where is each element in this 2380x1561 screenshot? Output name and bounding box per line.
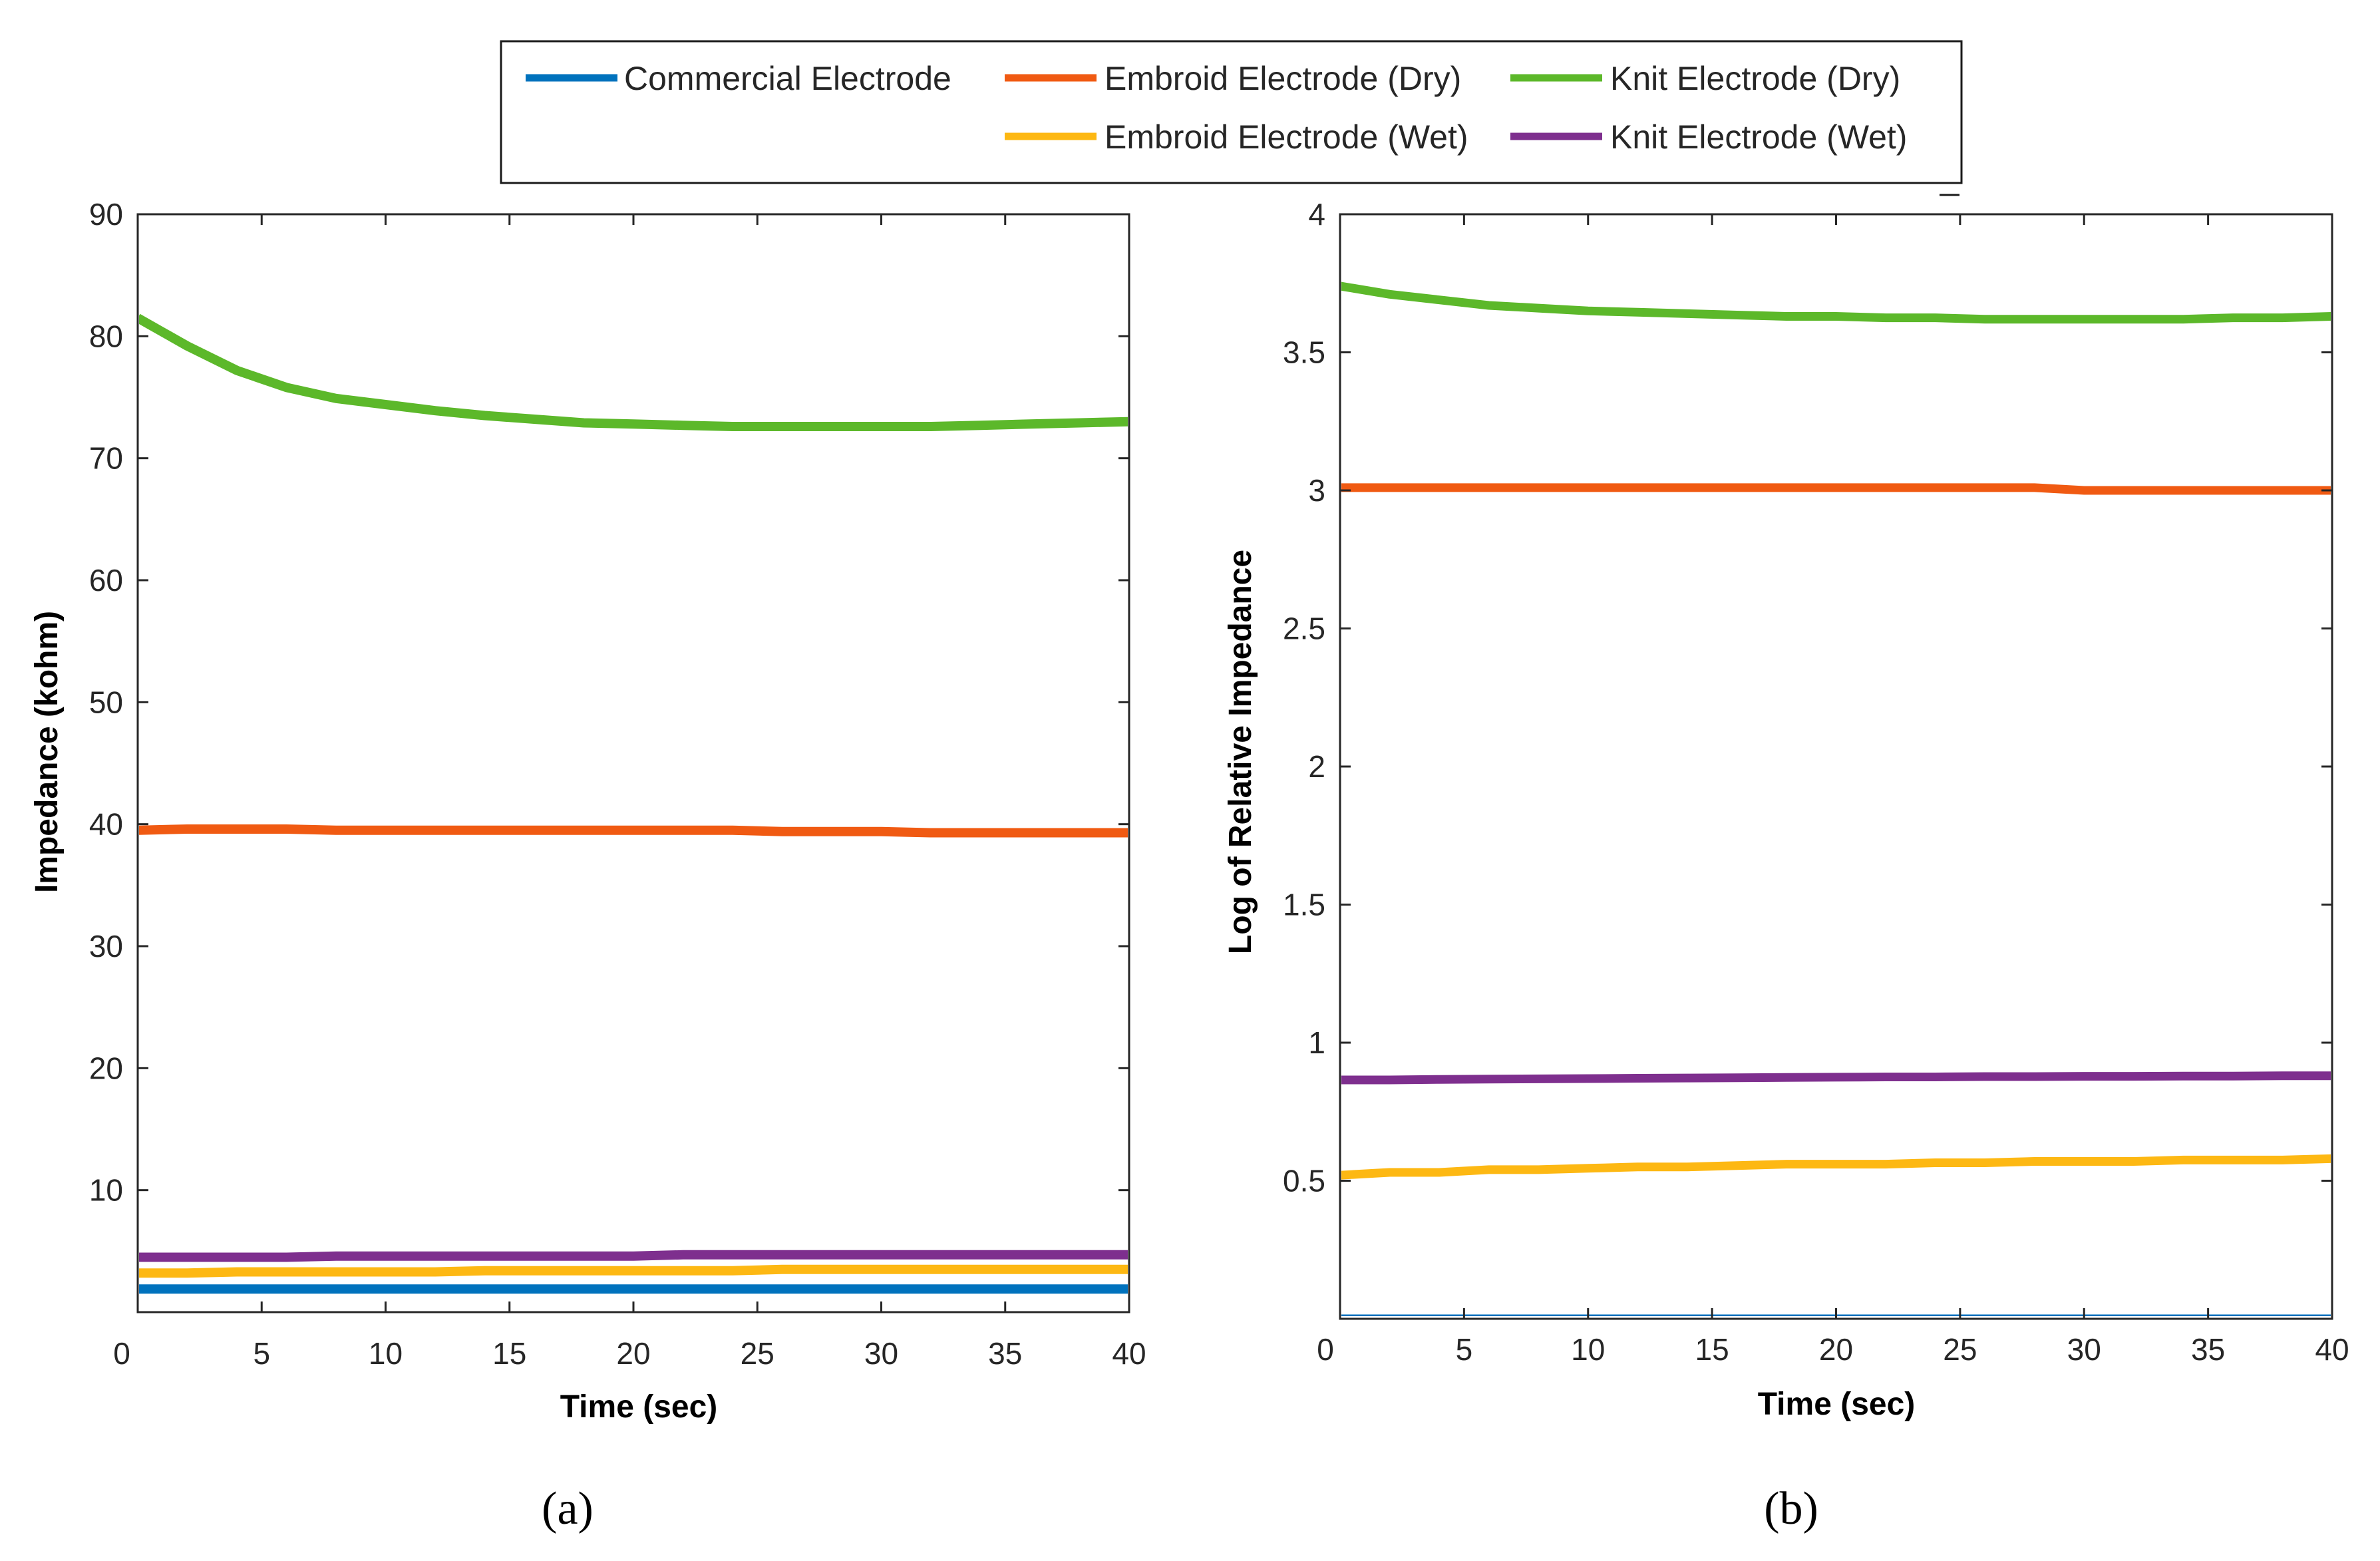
chart-a-ytick-label: 60: [89, 563, 123, 598]
legend-box: [500, 40, 1963, 184]
chart-a-xtick-label: 15: [492, 1336, 526, 1371]
legend-label-commercial: Commercial Electrode: [624, 60, 951, 97]
chart-a-xtick-label: 10: [369, 1336, 403, 1371]
chart-a-xtick-label: 30: [864, 1336, 898, 1371]
chart-b-xtick-label: 10: [1571, 1332, 1605, 1367]
chart-a-series-embroid-electrode-dry: [139, 824, 1128, 838]
chart-b-series-embroid-electrode-wet: [1341, 1154, 2331, 1180]
chart-a-ylabel: Impedance (kohm): [29, 611, 65, 893]
chart-b-plot-frame: [1339, 213, 2333, 1320]
chart-a-series-knit-electrode-dry: [139, 313, 1128, 431]
chart-a-plot-frame: [136, 213, 1130, 1313]
chart-b-series-knit-electrode-dry: [1341, 281, 2331, 324]
chart-b-series-knit-electrode-wet: [1341, 1071, 2331, 1085]
legend-label-knit-wet: Knit Electrode (Wet): [1610, 118, 1907, 156]
chart-b-xtick-label: 30: [2067, 1332, 2101, 1367]
legend: Commercial Electrode Embroid Electrode (…: [500, 40, 1963, 184]
chart-a: Impedance (kohm) Time (sec) (a) 0 5 10 15 20…: [29, 197, 1146, 1534]
chart-b-xtick-label: 20: [1819, 1332, 1853, 1367]
chart-a-ytick-label: 40: [89, 807, 123, 842]
chart-a-ytick-label: 90: [89, 197, 123, 232]
chart-b-xtick-label: 0: [1317, 1332, 1334, 1367]
chart-a-ytick-label: 70: [89, 441, 123, 476]
chart-b-series-embroid-electrode-dry: [1341, 483, 2331, 495]
chart-a-ytick-label: 30: [89, 929, 123, 963]
chart-a-series-embroid-electrode-wet: [139, 1264, 1128, 1278]
chart-a-ytick-label: 10: [89, 1173, 123, 1208]
chart-a-ytick-label: 50: [89, 685, 123, 719]
chart-b-ytick-label: 0.5: [1283, 1164, 1325, 1198]
chart-a-series-knit-electrode-wet: [139, 1250, 1128, 1262]
chart-b-xtick-label: 35: [2191, 1332, 2225, 1367]
chart-b-ytick-label: 1.5: [1283, 888, 1325, 922]
chart-b-panel-label: (b): [1764, 1483, 1818, 1534]
chart-b-ytick-label: 2: [1308, 749, 1325, 784]
chart-b-ytick-label: 3: [1308, 473, 1325, 508]
chart-a-ytick-label: 20: [89, 1051, 123, 1085]
chart-b-ytick-label: 2.5: [1283, 611, 1325, 646]
chart-a-panel-label: (a): [542, 1483, 594, 1534]
legend-label-knit-dry: Knit Electrode (Dry): [1610, 60, 1900, 97]
chart-b: Log of Relative Impedance Time (sec) (b)…: [1223, 194, 2349, 1534]
chart-a-xlabel: Time (sec): [560, 1389, 718, 1425]
chart-a-xtick-label: 20: [616, 1336, 650, 1371]
chart-b-xtick-label: 40: [2315, 1332, 2349, 1367]
chart-b-ylabel: Log of Relative Impedance: [1223, 550, 1258, 954]
legend-label-embroid-wet: Embroid Electrode (Wet): [1105, 118, 1468, 156]
chart-a-ytick-label: 80: [89, 319, 123, 353]
chart-b-ytick-label: 1: [1308, 1025, 1325, 1060]
chart-a-xtick-label: 25: [741, 1336, 774, 1371]
chart-a-xtick-label: 0: [113, 1336, 130, 1371]
chart-a-xtick-label: 5: [253, 1336, 270, 1371]
chart-b-ytick-label: 4: [1308, 197, 1325, 232]
chart-b-ytick-label: 3.5: [1283, 335, 1325, 370]
chart-b-xlabel: Time (sec): [1758, 1387, 1916, 1422]
chart-a-xtick-label: 40: [1112, 1336, 1146, 1371]
chart-b-xtick-label: 15: [1695, 1332, 1729, 1367]
legend-label-embroid-dry: Embroid Electrode (Dry): [1105, 60, 1461, 97]
chart-a-xtick-label: 35: [988, 1336, 1022, 1371]
chart-b-xtick-label: 25: [1943, 1332, 1977, 1367]
chart-b-xtick-label: 5: [1456, 1332, 1473, 1367]
